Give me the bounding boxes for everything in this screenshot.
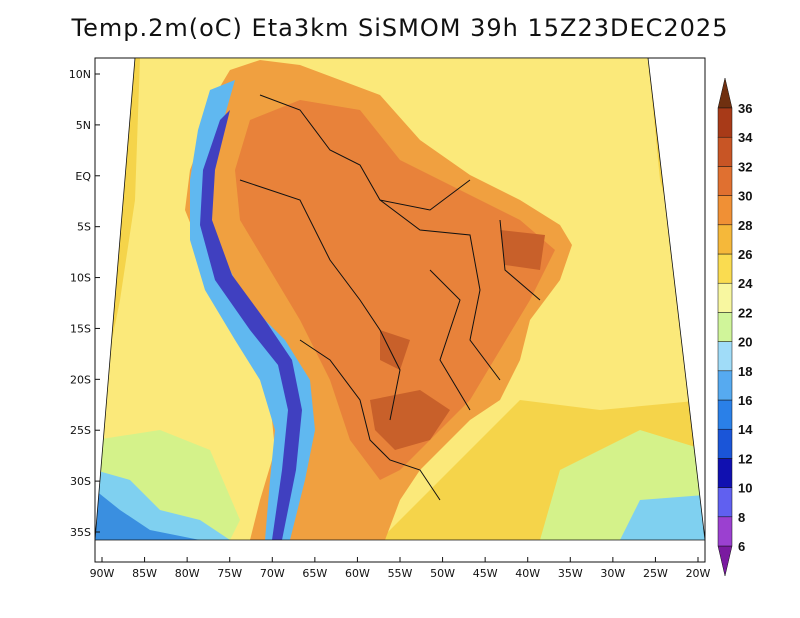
lat-tick-label: 5S bbox=[77, 221, 91, 234]
colorbar-segment bbox=[717, 399, 733, 430]
lon-tick-label: 45W bbox=[473, 567, 498, 580]
border-north bbox=[259, 94, 471, 211]
colorbar-label: 14 bbox=[738, 422, 753, 437]
colorbar-segment bbox=[717, 195, 733, 226]
lon-tick-label: 75W bbox=[217, 567, 242, 580]
colorbar-label: 22 bbox=[738, 305, 752, 320]
colorbar-label: 18 bbox=[738, 364, 752, 379]
temperature-field bbox=[95, 58, 705, 540]
colorbar-segment bbox=[717, 224, 733, 255]
lat-tick-label: 35S bbox=[70, 526, 91, 539]
border-south bbox=[299, 339, 441, 501]
colorbar-label: 24 bbox=[738, 276, 753, 291]
colorbar-min-triangle bbox=[717, 545, 733, 577]
colorbar-label: 12 bbox=[738, 451, 752, 466]
colorbar-label: 10 bbox=[738, 481, 752, 496]
lon-tick-label: 60W bbox=[345, 567, 370, 580]
lon-tick-label: 35W bbox=[558, 567, 583, 580]
colorbar-segment bbox=[717, 487, 733, 518]
lon-tick-label: 70W bbox=[260, 567, 285, 580]
colorbar-label: 34 bbox=[738, 130, 753, 145]
colorbar-label: 36 bbox=[738, 101, 752, 116]
colorbar: 6 8 10 12 14 16 18 20 22 24 26 28 30 32 34 36 bbox=[717, 77, 753, 577]
lat-tick-label: 30S bbox=[70, 475, 91, 488]
domain-outline bbox=[94, 57, 706, 541]
colorbar-segment bbox=[717, 253, 733, 284]
colorbar-max-triangle bbox=[717, 77, 733, 109]
colorbar-label: 8 bbox=[738, 510, 745, 525]
colorbar-label: 6 bbox=[738, 539, 745, 554]
map-title: Temp.2m(oC) Eta3km SiSMOM 39h 15Z23DEC20… bbox=[71, 14, 729, 42]
colorbar-label: 20 bbox=[738, 335, 752, 350]
lon-tick-label: 85W bbox=[132, 567, 157, 580]
colorbar-segment bbox=[717, 166, 733, 196]
lon-tick-label: 50W bbox=[430, 567, 455, 580]
land-hot-area bbox=[235, 100, 555, 480]
colorbar-label: 30 bbox=[738, 189, 752, 204]
lon-tick-label: 90W bbox=[90, 567, 115, 580]
colorbar-segment bbox=[717, 136, 733, 167]
lat-tick-label: 5N bbox=[76, 119, 91, 132]
lat-tick-label: 20S bbox=[70, 373, 91, 386]
border-states-3 bbox=[499, 219, 541, 301]
ocean-colder-area bbox=[95, 490, 200, 540]
lon-tick-label: 40W bbox=[515, 567, 540, 580]
lat-tick-label: 10N bbox=[69, 68, 91, 81]
colorbar-segment bbox=[717, 312, 733, 342]
colorbar-label: 32 bbox=[738, 159, 752, 174]
lon-tick-label: 30W bbox=[600, 567, 625, 580]
lat-tick-label: 15S bbox=[70, 322, 91, 335]
lon-tick-label: 25W bbox=[643, 567, 668, 580]
lon-tick-label: 65W bbox=[302, 567, 327, 580]
colorbar-segment bbox=[717, 107, 733, 138]
lon-tick-label: 20W bbox=[686, 567, 711, 580]
colorbar-label: 28 bbox=[738, 218, 752, 233]
colorbar-label: 26 bbox=[738, 247, 752, 262]
border-states-1 bbox=[379, 199, 501, 381]
colorbar-segment bbox=[717, 341, 733, 372]
andes-high-elevation bbox=[200, 110, 302, 540]
border-west bbox=[239, 179, 401, 421]
country-borders bbox=[239, 94, 541, 501]
land-very-hot-area bbox=[370, 230, 545, 450]
colorbar-segment bbox=[717, 370, 733, 401]
colorbar-segment bbox=[717, 282, 733, 313]
colorbar-segment bbox=[717, 516, 733, 547]
colorbar-segment bbox=[717, 458, 733, 488]
colorbar-segment bbox=[717, 428, 733, 459]
lon-tick-label: 80W bbox=[175, 567, 200, 580]
latitude-axis: 10N 5N EQ 5S 10S 15S 20S 25S 30S 35S bbox=[69, 68, 100, 539]
longitude-axis: 90W 85W 80W 75W 70W 65W 60W 55W 50W 45W 40W 35W 30W 2… bbox=[90, 557, 711, 580]
lat-tick-label: 25S bbox=[70, 424, 91, 437]
lat-tick-label: 10S bbox=[70, 272, 91, 285]
colorbar-label: 16 bbox=[738, 393, 752, 408]
lat-tick-label: EQ bbox=[75, 170, 91, 183]
lon-tick-label: 55W bbox=[388, 567, 413, 580]
ocean-cool-area bbox=[95, 430, 705, 540]
border-states-2 bbox=[429, 269, 471, 411]
